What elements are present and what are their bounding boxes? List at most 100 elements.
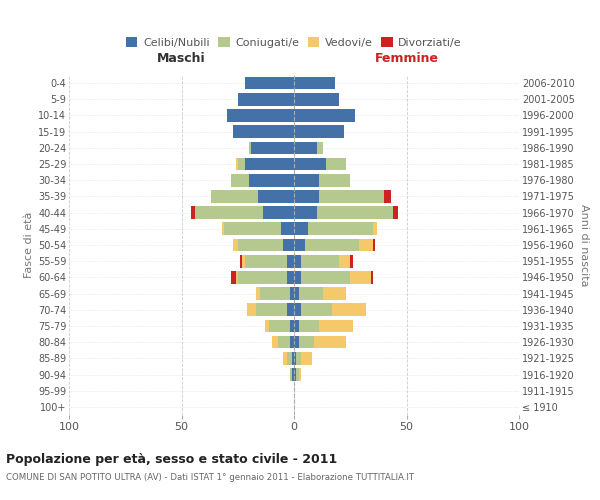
Bar: [299, 320, 319, 332]
Bar: [299, 288, 323, 300]
Bar: [294, 352, 296, 364]
Bar: [294, 142, 317, 154]
Bar: [245, 255, 287, 268]
Bar: [245, 158, 294, 170]
Bar: [314, 336, 346, 348]
Bar: [249, 142, 251, 154]
Bar: [294, 368, 296, 381]
Bar: [292, 352, 294, 364]
Bar: [294, 93, 339, 106]
Bar: [269, 320, 290, 332]
Bar: [294, 190, 319, 202]
Bar: [238, 238, 283, 252]
Bar: [222, 222, 224, 235]
Bar: [238, 271, 287, 283]
Bar: [294, 336, 299, 348]
Bar: [301, 255, 339, 268]
Bar: [292, 368, 294, 381]
Bar: [231, 271, 235, 283]
Bar: [294, 174, 319, 186]
Bar: [191, 206, 195, 219]
Bar: [224, 222, 281, 235]
Bar: [294, 304, 301, 316]
Bar: [319, 320, 353, 332]
Bar: [373, 222, 377, 235]
Bar: [287, 304, 294, 316]
Bar: [278, 336, 290, 348]
Bar: [294, 255, 301, 268]
Bar: [249, 174, 294, 186]
Bar: [247, 304, 256, 316]
Bar: [271, 336, 278, 348]
Text: Popolazione per età, sesso e stato civile - 2011: Popolazione per età, sesso e stato civil…: [6, 452, 337, 466]
Text: Femmine: Femmine: [374, 52, 439, 65]
Bar: [294, 109, 355, 122]
Bar: [393, 206, 398, 219]
Bar: [235, 158, 238, 170]
Bar: [258, 190, 294, 202]
Bar: [301, 352, 312, 364]
Bar: [296, 352, 301, 364]
Bar: [373, 238, 375, 252]
Bar: [260, 288, 290, 300]
Bar: [325, 158, 346, 170]
Bar: [283, 352, 287, 364]
Bar: [339, 255, 350, 268]
Bar: [256, 304, 287, 316]
Bar: [305, 238, 359, 252]
Bar: [256, 288, 260, 300]
Y-axis label: Anni di nascita: Anni di nascita: [578, 204, 589, 286]
Bar: [294, 238, 305, 252]
Bar: [251, 142, 294, 154]
Bar: [319, 190, 384, 202]
Bar: [290, 320, 294, 332]
Bar: [227, 109, 294, 122]
Bar: [238, 158, 245, 170]
Bar: [287, 271, 294, 283]
Bar: [294, 320, 299, 332]
Bar: [319, 174, 350, 186]
Bar: [350, 255, 353, 268]
Bar: [294, 126, 343, 138]
Bar: [308, 222, 373, 235]
Bar: [245, 77, 294, 90]
Legend: Celibi/Nubili, Coniugati/e, Vedovi/e, Divorziati/e: Celibi/Nubili, Coniugati/e, Vedovi/e, Di…: [122, 33, 466, 52]
Bar: [287, 255, 294, 268]
Bar: [242, 255, 245, 268]
Bar: [294, 77, 335, 90]
Bar: [294, 222, 308, 235]
Bar: [211, 190, 258, 202]
Bar: [296, 368, 299, 381]
Bar: [301, 271, 350, 283]
Bar: [359, 238, 373, 252]
Bar: [350, 271, 371, 283]
Bar: [240, 255, 242, 268]
Bar: [235, 271, 238, 283]
Bar: [332, 304, 366, 316]
Bar: [195, 206, 263, 219]
Bar: [290, 336, 294, 348]
Bar: [265, 320, 269, 332]
Bar: [323, 288, 346, 300]
Bar: [294, 288, 299, 300]
Text: Maschi: Maschi: [157, 52, 206, 65]
Text: COMUNE DI SAN POTITO ULTRA (AV) - Dati ISTAT 1° gennaio 2011 - Elaborazione TUTT: COMUNE DI SAN POTITO ULTRA (AV) - Dati I…: [6, 472, 414, 482]
Bar: [233, 126, 294, 138]
Y-axis label: Fasce di età: Fasce di età: [23, 212, 34, 278]
Bar: [263, 206, 294, 219]
Bar: [294, 158, 325, 170]
Bar: [371, 271, 373, 283]
Bar: [290, 368, 292, 381]
Bar: [384, 190, 391, 202]
Bar: [233, 238, 238, 252]
Bar: [294, 271, 301, 283]
Bar: [301, 304, 332, 316]
Bar: [238, 93, 294, 106]
Bar: [317, 206, 393, 219]
Bar: [299, 336, 314, 348]
Bar: [294, 206, 317, 219]
Bar: [299, 368, 301, 381]
Bar: [281, 222, 294, 235]
Bar: [283, 238, 294, 252]
Bar: [287, 352, 292, 364]
